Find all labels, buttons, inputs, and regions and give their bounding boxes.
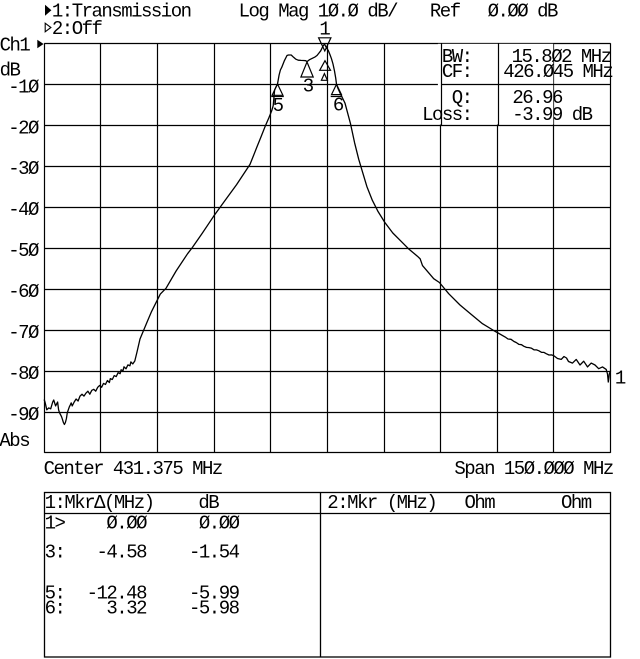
svg-text:-4.58: -4.58 [96, 541, 147, 563]
svg-text:-1Ø: -1Ø [8, 76, 39, 98]
svg-text:3:: 3: [45, 541, 65, 563]
svg-text:Q:: Q: [452, 87, 472, 109]
svg-text:3: 3 [303, 76, 314, 98]
svg-text:CF:: CF: [442, 61, 472, 83]
svg-text:Span 15Ø.ØØØ MHz: Span 15Ø.ØØØ MHz [454, 458, 613, 480]
svg-text:-8Ø: -8Ø [8, 363, 39, 385]
svg-text:Log Mag 1Ø.Ø dB/: Log Mag 1Ø.Ø dB/ [239, 1, 399, 23]
svg-text:2:Off: 2:Off [52, 18, 103, 40]
svg-text:Ø.ØØ: Ø.ØØ [199, 512, 240, 534]
svg-text:5:: 5: [45, 582, 65, 604]
svg-text:3.32: 3.32 [106, 598, 147, 620]
svg-text:26.96: 26.96 [512, 87, 563, 109]
svg-text:1:Transmission: 1:Transmission [52, 1, 191, 23]
svg-text:BW:: BW: [442, 46, 472, 68]
svg-text:1:MkrΔ(MHz): 1:MkrΔ(MHz) [45, 492, 154, 514]
svg-text:-6Ø: -6Ø [8, 281, 39, 303]
svg-text:Abs: Abs [0, 430, 29, 452]
svg-text:-7Ø: -7Ø [8, 322, 39, 344]
svg-text:dB: dB [198, 492, 219, 514]
svg-text:Ø.ØØ dB: Ø.ØØ dB [488, 1, 558, 23]
svg-text:-3.99 dB: -3.99 dB [512, 104, 592, 126]
svg-text:6: 6 [333, 95, 344, 117]
svg-text:5: 5 [273, 95, 284, 117]
svg-text:Ref: Ref [430, 1, 461, 23]
svg-text:Ohm: Ohm [465, 492, 496, 514]
svg-text:-5.98: -5.98 [189, 598, 240, 620]
svg-text:Center 431.375 MHz: Center 431.375 MHz [44, 458, 222, 480]
svg-text:1>: 1> [45, 512, 66, 534]
svg-text:-5Ø: -5Ø [8, 240, 39, 262]
svg-text:-3Ø: -3Ø [8, 158, 39, 180]
svg-text:Ø.ØØ: Ø.ØØ [106, 512, 147, 534]
svg-text:-1.54: -1.54 [189, 541, 240, 563]
svg-text:Loss:: Loss: [422, 104, 472, 126]
svg-text:dB: dB [0, 60, 21, 82]
svg-text:15.8Ø2 MHz: 15.8Ø2 MHz [512, 46, 611, 68]
svg-text:426.Ø45 MHz: 426.Ø45 MHz [503, 61, 612, 83]
svg-text:2:Mkr (MHz): 2:Mkr (MHz) [327, 492, 436, 514]
svg-text:Ch1: Ch1 [0, 34, 30, 56]
svg-text:1: 1 [319, 18, 330, 40]
svg-text:-4Ø: -4Ø [8, 199, 39, 221]
svg-text:-9Ø: -9Ø [8, 404, 39, 426]
svg-text:-12.48: -12.48 [87, 582, 148, 604]
svg-text:1: 1 [615, 368, 626, 390]
svg-text:-2Ø: -2Ø [8, 117, 39, 139]
svg-text:Ohm: Ohm [561, 492, 592, 514]
svg-text:6:: 6: [45, 598, 65, 620]
svg-text:-5.99: -5.99 [189, 582, 240, 604]
